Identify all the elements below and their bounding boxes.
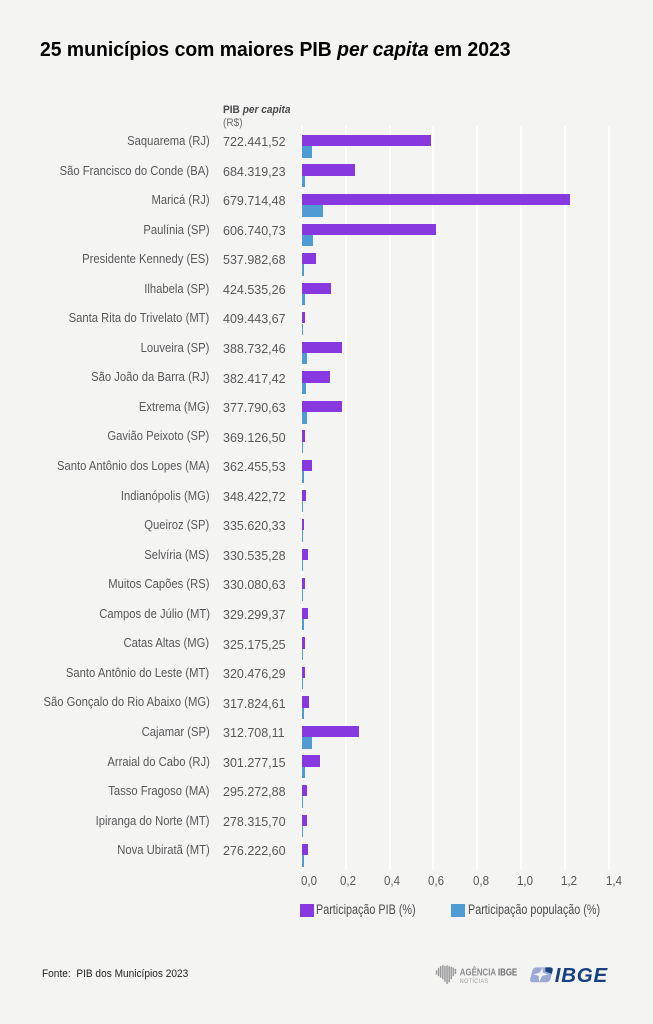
svg-text:AGÊNCIA IBGE: AGÊNCIA IBGE [460,965,517,977]
svg-text:IBGE: IBGE [555,964,609,987]
svg-text:NOTÍCIAS: NOTÍCIAS [460,977,489,985]
